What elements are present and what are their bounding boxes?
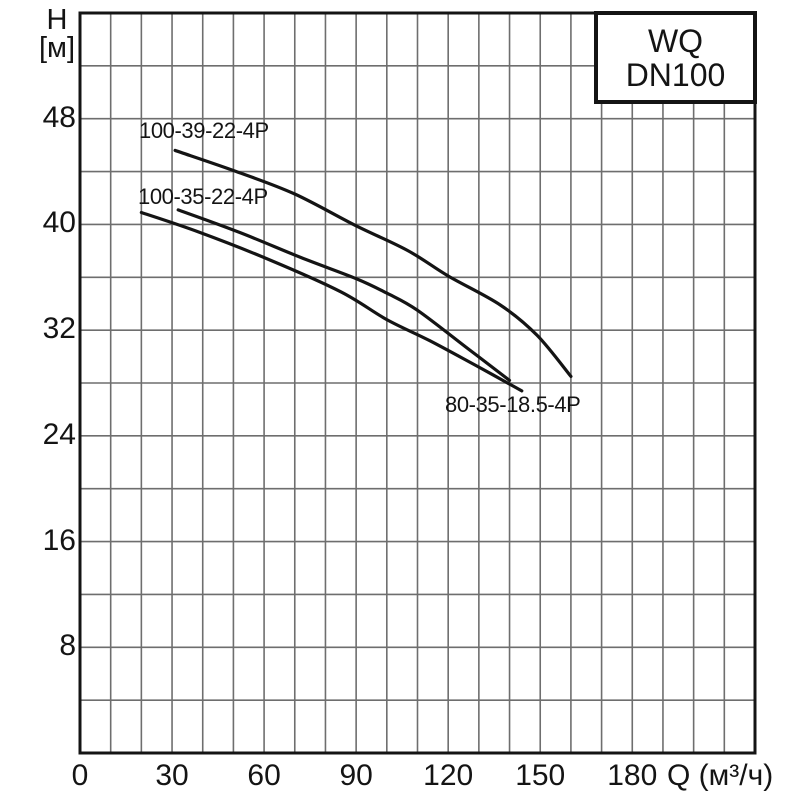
- curve-80-35-18.5-4P: [139, 210, 524, 393]
- curve-100-39-22-4P: [173, 148, 573, 378]
- curve-100-35-22-4P: [176, 208, 512, 382]
- plot-border: [78, 11, 757, 755]
